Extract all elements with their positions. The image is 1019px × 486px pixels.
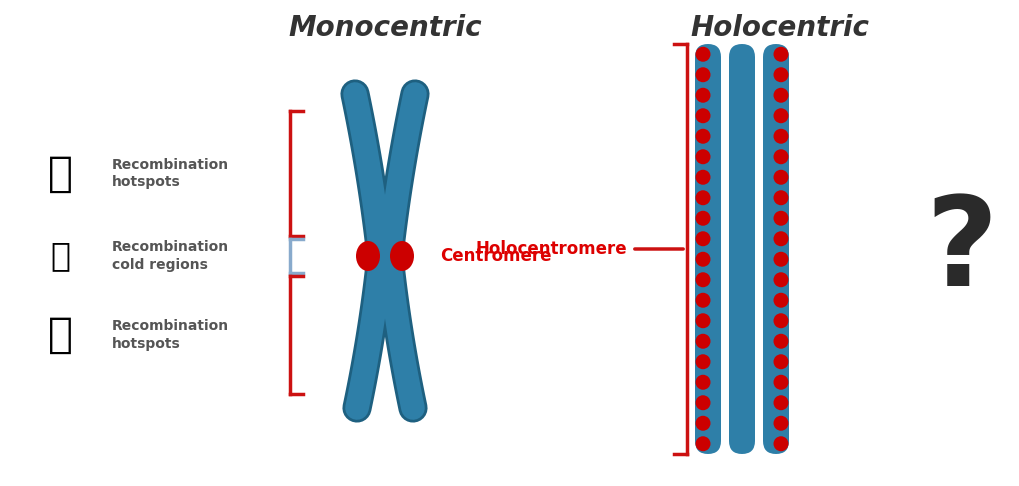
Circle shape <box>696 47 710 62</box>
Text: Holocentric: Holocentric <box>691 14 869 42</box>
Circle shape <box>773 231 789 246</box>
Circle shape <box>773 416 789 431</box>
Circle shape <box>773 252 789 267</box>
Circle shape <box>773 67 789 82</box>
Text: 🔥: 🔥 <box>48 153 72 194</box>
Circle shape <box>773 211 789 226</box>
Text: Recombination
hotspots: Recombination hotspots <box>112 319 229 351</box>
Text: Holocentromere: Holocentromere <box>476 240 627 258</box>
Ellipse shape <box>356 241 380 271</box>
Circle shape <box>696 334 710 349</box>
Circle shape <box>696 231 710 246</box>
Circle shape <box>696 293 710 308</box>
Text: Centromere: Centromere <box>440 247 551 265</box>
Circle shape <box>773 170 789 185</box>
Circle shape <box>773 88 789 103</box>
Circle shape <box>773 47 789 62</box>
Circle shape <box>696 190 710 205</box>
Circle shape <box>696 88 710 103</box>
Circle shape <box>773 395 789 410</box>
Text: Monocentric: Monocentric <box>288 14 482 42</box>
Circle shape <box>773 108 789 123</box>
Text: ?: ? <box>925 191 999 312</box>
Circle shape <box>696 67 710 82</box>
Circle shape <box>696 108 710 123</box>
Circle shape <box>696 252 710 267</box>
Circle shape <box>773 149 789 164</box>
Circle shape <box>696 416 710 431</box>
FancyBboxPatch shape <box>729 44 755 454</box>
Circle shape <box>696 149 710 164</box>
Circle shape <box>696 129 710 144</box>
Circle shape <box>773 354 789 369</box>
Circle shape <box>773 129 789 144</box>
Circle shape <box>696 272 710 287</box>
Circle shape <box>696 313 710 328</box>
Circle shape <box>696 375 710 390</box>
Circle shape <box>696 395 710 410</box>
Circle shape <box>773 272 789 287</box>
Circle shape <box>773 436 789 451</box>
Text: 🧊: 🧊 <box>50 240 70 273</box>
Text: 🔥: 🔥 <box>48 314 72 356</box>
Circle shape <box>773 293 789 308</box>
Text: Recombination
hotspots: Recombination hotspots <box>112 158 229 189</box>
Circle shape <box>773 375 789 390</box>
Text: Recombination
cold regions: Recombination cold regions <box>112 241 229 272</box>
Circle shape <box>773 313 789 328</box>
FancyBboxPatch shape <box>763 44 789 454</box>
Circle shape <box>696 436 710 451</box>
Circle shape <box>696 170 710 185</box>
Circle shape <box>773 334 789 349</box>
Circle shape <box>696 211 710 226</box>
FancyBboxPatch shape <box>695 44 721 454</box>
Ellipse shape <box>390 241 414 271</box>
Circle shape <box>773 190 789 205</box>
Circle shape <box>696 354 710 369</box>
